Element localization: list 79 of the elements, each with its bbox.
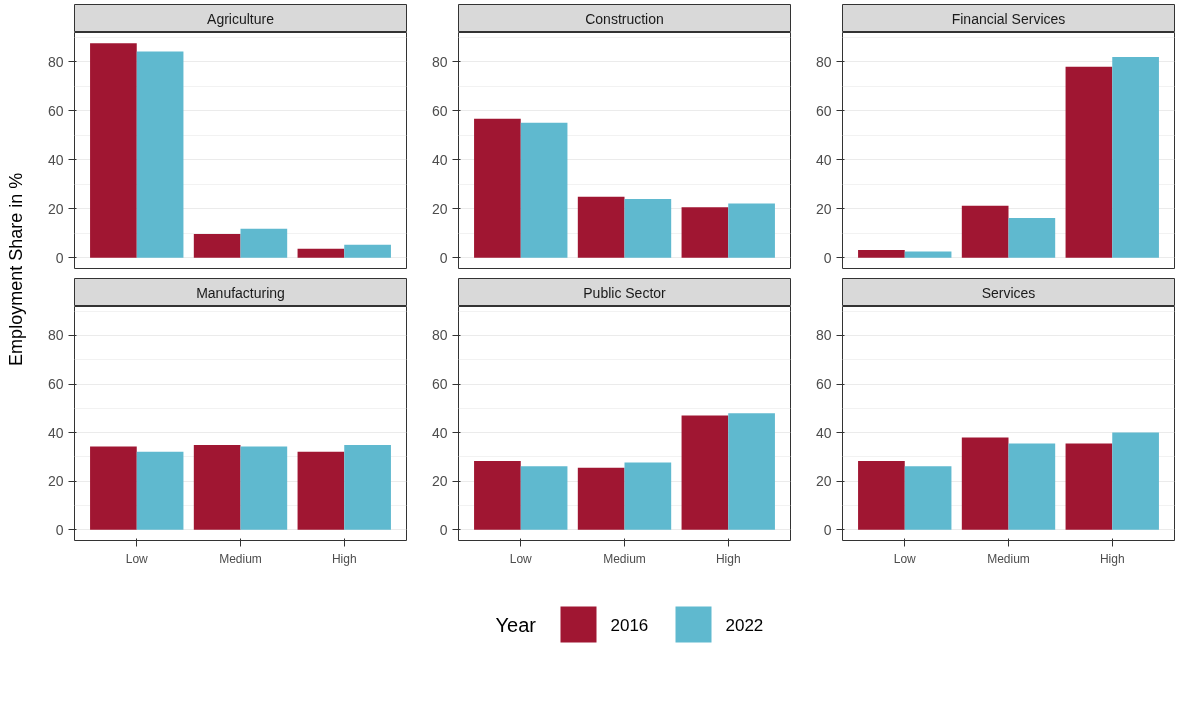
y-tick-label: 80 [815, 53, 832, 70]
chart-title: Manufacturing [196, 284, 285, 301]
bar [1008, 443, 1056, 530]
y-tick-label: 40 [431, 151, 448, 168]
y-tick-label: 40 [815, 151, 832, 168]
bar [858, 250, 905, 258]
y-tick-label: 80 [47, 327, 64, 344]
y-tick-label: 80 [815, 327, 832, 344]
bar [297, 248, 345, 258]
bar [474, 118, 521, 258]
y-tick-label: 20 [47, 473, 64, 490]
bar [1112, 432, 1159, 530]
x-tick-label: Medium [987, 551, 1030, 566]
bar [240, 228, 288, 258]
chart-title: Financial Services [951, 10, 1066, 27]
bar [1065, 443, 1113, 530]
bar [858, 461, 905, 530]
x-tick-label: Medium [219, 551, 262, 566]
y-tick-label: 40 [815, 424, 832, 441]
bar [728, 413, 775, 530]
x-tick-label: Low [125, 551, 149, 566]
x-tick-label: High [1099, 551, 1125, 566]
chart-title: Public Sector [583, 284, 667, 301]
bar [728, 203, 775, 258]
y-tick-label: 60 [47, 102, 64, 119]
y-tick-label: 0 [439, 249, 448, 266]
legend-label: 2022 [725, 615, 764, 635]
x-tick-label: Low [893, 551, 917, 566]
y-tick-label: 20 [815, 473, 832, 490]
x-tick-label: Medium [603, 551, 646, 566]
y-tick-label: 80 [431, 53, 448, 70]
bar [1065, 66, 1113, 258]
bar [961, 205, 1009, 258]
y-axis-title: Employment Share in % [5, 172, 26, 366]
y-tick-label: 0 [823, 249, 832, 266]
y-tick-label: 80 [431, 327, 448, 344]
bar [904, 251, 952, 258]
y-tick-label: 40 [47, 151, 64, 168]
x-tick-label: High [331, 551, 357, 566]
bar [681, 207, 729, 258]
bar [681, 415, 729, 530]
y-tick-label: 20 [815, 200, 832, 217]
x-tick-label: High [715, 551, 741, 566]
y-tick-label: 60 [431, 102, 448, 119]
y-tick-label: 0 [55, 249, 64, 266]
y-tick-label: 0 [823, 521, 832, 538]
chart-title: Construction [585, 10, 664, 27]
bar [577, 196, 625, 258]
y-tick-label: 0 [55, 521, 64, 538]
bar [90, 43, 137, 258]
bar [624, 198, 672, 258]
y-tick-label: 0 [439, 521, 448, 538]
bar [624, 462, 672, 530]
y-tick-label: 60 [47, 376, 64, 393]
bar [136, 51, 184, 258]
y-tick-label: 20 [47, 200, 64, 217]
legend-label: 2016 [610, 615, 649, 635]
bar [1008, 218, 1056, 258]
y-tick-label: 60 [815, 376, 832, 393]
y-tick-label: 20 [431, 200, 448, 217]
y-tick-label: 20 [431, 473, 448, 490]
y-tick-label: 40 [431, 424, 448, 441]
bar [520, 466, 568, 530]
bar [904, 466, 952, 530]
y-tick-label: 80 [47, 53, 64, 70]
chart-title: Services [981, 284, 1036, 301]
bar [193, 233, 241, 258]
y-tick-label: 40 [47, 424, 64, 441]
y-tick-label: 60 [815, 102, 832, 119]
bar [1112, 57, 1159, 258]
bar [344, 244, 391, 258]
bar [474, 461, 521, 530]
chart-title: Agriculture [207, 10, 275, 27]
bar [577, 467, 625, 530]
bar [961, 437, 1009, 530]
bar [520, 122, 568, 258]
y-tick-label: 60 [431, 376, 448, 393]
x-tick-label: Low [509, 551, 533, 566]
legend-title: Year [495, 613, 537, 636]
